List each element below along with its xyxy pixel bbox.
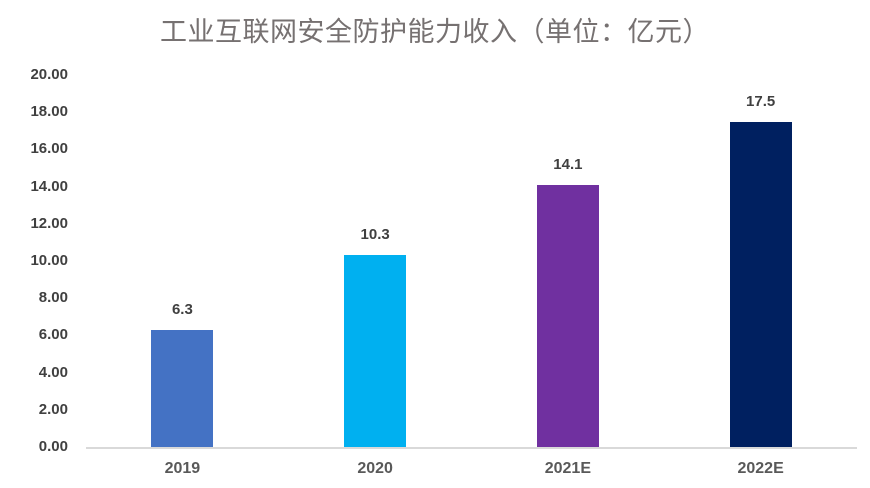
x-category-label: 2019 bbox=[164, 460, 201, 477]
y-tick-label: 2.00 bbox=[38, 400, 68, 418]
bar-value-label: 17.5 bbox=[746, 92, 776, 110]
y-tick-label: 8.00 bbox=[38, 289, 68, 307]
bar-value-label: 10.3 bbox=[360, 226, 390, 244]
y-tick-label: 20.00 bbox=[30, 66, 68, 83]
y-tick-label: 4.00 bbox=[38, 363, 68, 381]
y-tick-label: 6.00 bbox=[38, 326, 68, 344]
chart-title: 工业互联网安全防护能力收入（单位：亿元） bbox=[160, 17, 710, 47]
y-tick-label: 14.00 bbox=[30, 177, 68, 195]
y-tick-label: 0.00 bbox=[38, 438, 68, 455]
bar-2020 bbox=[344, 255, 407, 447]
bar-2021E bbox=[536, 184, 599, 447]
x-category-label: 2020 bbox=[357, 460, 393, 477]
bar-2022E bbox=[729, 121, 792, 447]
bar-2019 bbox=[151, 329, 214, 447]
x-axis-line bbox=[86, 447, 857, 449]
y-tick-label: 18.00 bbox=[30, 103, 68, 121]
x-category-label: 2022E bbox=[737, 460, 784, 477]
bar-value-label: 14.1 bbox=[553, 155, 583, 173]
y-tick-label: 10.00 bbox=[30, 252, 68, 269]
y-tick-label: 12.00 bbox=[30, 214, 68, 232]
bar-value-label: 6.3 bbox=[171, 300, 193, 318]
x-category-label: 2021E bbox=[544, 460, 591, 477]
y-tick-label: 16.00 bbox=[30, 140, 68, 158]
